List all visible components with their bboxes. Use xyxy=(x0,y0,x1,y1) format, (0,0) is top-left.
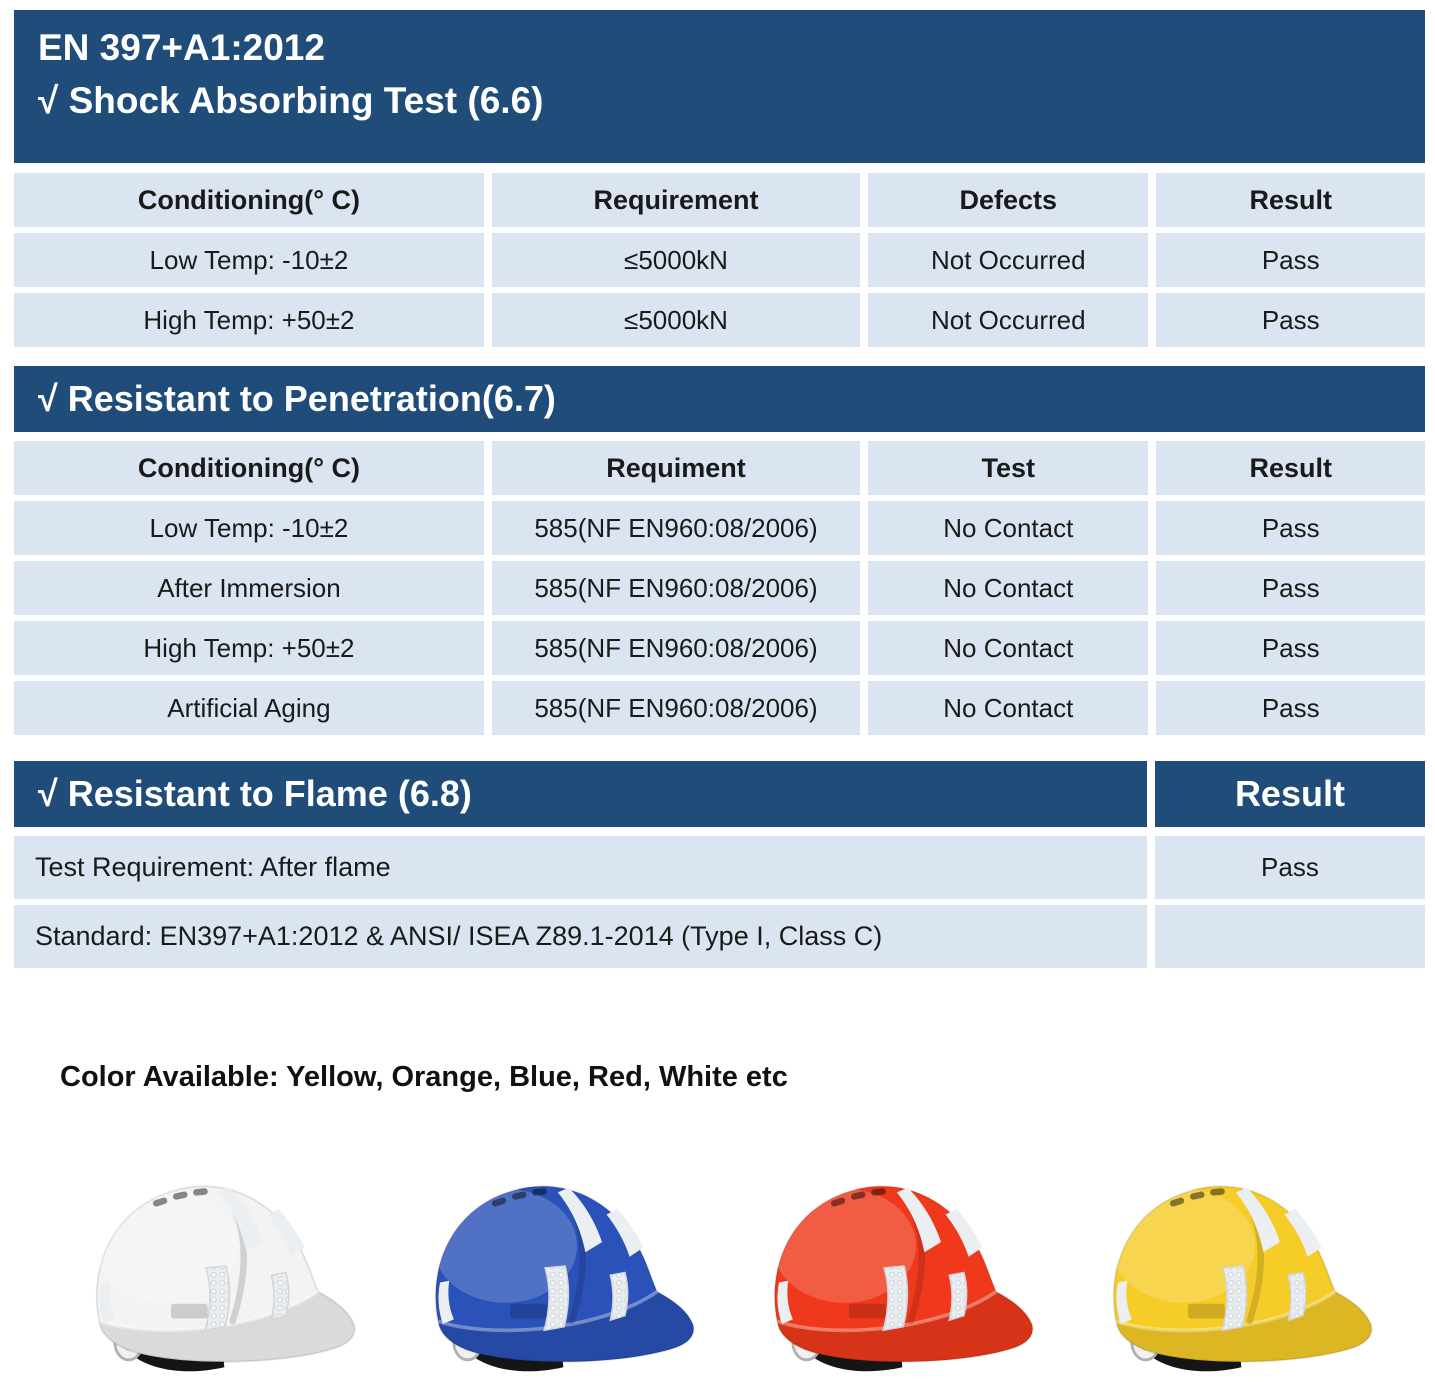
table-cell: 585(NF EN960:08/2006) xyxy=(491,621,861,675)
table-cell: 585(NF EN960:08/2006) xyxy=(491,501,861,555)
table-cell: Pass xyxy=(1156,681,1425,735)
table-cell: After Immersion xyxy=(14,561,484,615)
table-cell: Low Temp: -10±2 xyxy=(14,501,484,555)
table-cell: Pass xyxy=(1156,293,1425,347)
table-cell: 585(NF EN960:08/2006) xyxy=(491,561,861,615)
helmet-color-gallery xyxy=(14,1146,1425,1386)
table-cell: ≤5000kN xyxy=(491,293,861,347)
standard-title: EN 397+A1:2012 xyxy=(38,27,325,68)
table-cell: High Temp: +50±2 xyxy=(14,621,484,675)
section-header-shock-absorbing: EN 397+A1:2012 √ Shock Absorbing Test (6… xyxy=(14,10,1425,163)
table-cell: Not Occurred xyxy=(868,233,1149,287)
table-cell: No Contact xyxy=(868,501,1149,555)
section-header-flame: √ Resistant to Flame (6.8) Result xyxy=(14,761,1425,827)
column-header: Conditioning(° C) xyxy=(14,441,484,495)
flame-title: √ Resistant to Flame (6.8) xyxy=(14,761,1147,827)
column-header: Defects xyxy=(868,173,1149,227)
column-header: Test xyxy=(868,441,1149,495)
flame-result-header: Result xyxy=(1154,761,1425,827)
table-cell: High Temp: +50±2 xyxy=(14,293,484,347)
penetration-table: Conditioning(° C) Requiment Test Result … xyxy=(14,441,1425,735)
table-cell: 585(NF EN960:08/2006) xyxy=(491,681,861,735)
helmet-image-white xyxy=(44,1146,366,1386)
flame-table: Test Requirement: After flame Pass Stand… xyxy=(14,836,1425,968)
helmet-image-blue xyxy=(383,1146,705,1386)
table-cell: Artificial Aging xyxy=(14,681,484,735)
table-cell: No Contact xyxy=(868,621,1149,675)
color-available-note: Color Available: Yellow, Orange, Blue, R… xyxy=(60,1061,788,1093)
shock-absorbing-table: Conditioning(° C) Requirement Defects Re… xyxy=(14,173,1425,347)
penetration-title: √ Resistant to Penetration(6.7) xyxy=(38,378,556,419)
column-header: Conditioning(° C) xyxy=(14,173,484,227)
table-cell: Pass xyxy=(1156,621,1425,675)
table-cell: Not Occurred xyxy=(868,293,1149,347)
table-cell: Pass xyxy=(1156,233,1425,287)
flame-row-label: Test Requirement: After flame xyxy=(14,836,1147,899)
table-cell: ≤5000kN xyxy=(491,233,861,287)
flame-row-result xyxy=(1154,905,1425,968)
helmet-image-red xyxy=(722,1146,1044,1386)
column-header: Result xyxy=(1156,173,1425,227)
table-cell: Pass xyxy=(1156,501,1425,555)
shock-test-title: √ Shock Absorbing Test (6.6) xyxy=(38,79,544,121)
column-header: Result xyxy=(1156,441,1425,495)
table-cell: No Contact xyxy=(868,561,1149,615)
flame-row-result: Pass xyxy=(1154,836,1425,899)
table-cell: Low Temp: -10±2 xyxy=(14,233,484,287)
column-header: Requirement xyxy=(491,173,861,227)
table-cell: No Contact xyxy=(868,681,1149,735)
section-header-penetration: √ Resistant to Penetration(6.7) xyxy=(14,366,1425,432)
helmet-image-yellow xyxy=(1061,1146,1383,1386)
table-cell: Pass xyxy=(1156,561,1425,615)
column-header: Requiment xyxy=(491,441,861,495)
flame-row-label: Standard: EN397+A1:2012 & ANSI/ ISEA Z89… xyxy=(14,905,1147,968)
